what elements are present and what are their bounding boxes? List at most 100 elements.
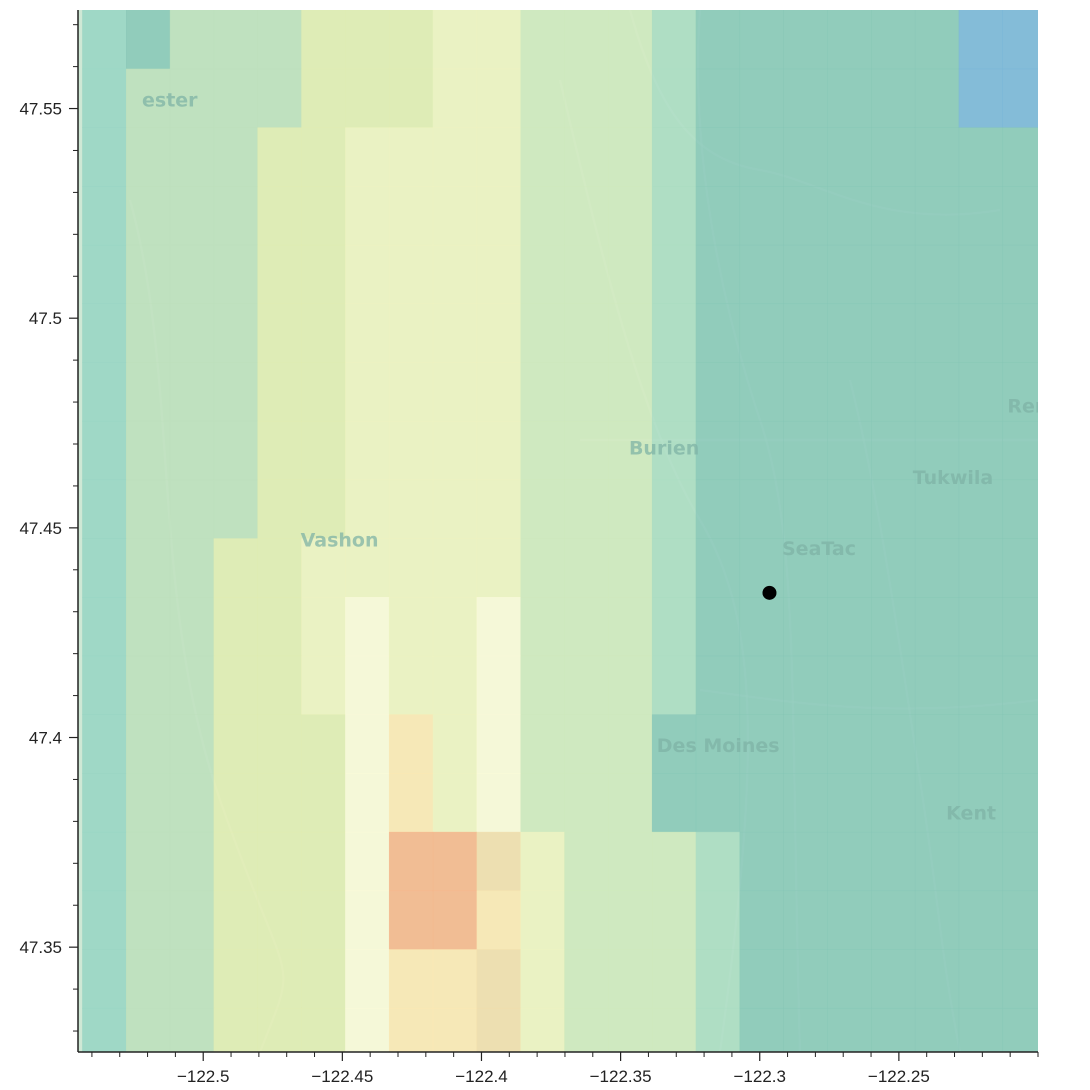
heatmap-cell (564, 597, 609, 657)
heatmap-cell (345, 420, 390, 481)
y-tick-label: 47.55 (19, 100, 62, 119)
place-label: SeaTac (782, 538, 856, 560)
heatmap-cell (257, 831, 302, 892)
heatmap-cell (345, 597, 390, 657)
heatmap-cell (651, 1007, 697, 1052)
heatmap-cell (520, 655, 565, 715)
heatmap-cell (914, 538, 960, 598)
heatmap-cell (695, 420, 741, 481)
heatmap-cell (1002, 890, 1038, 950)
heatmap-cell (257, 655, 302, 715)
heatmap-cell (520, 186, 565, 246)
heatmap-cell (1002, 479, 1038, 539)
heatmap-cell (213, 831, 258, 892)
heatmap-cell (520, 949, 565, 1009)
heatmap-cell (126, 68, 171, 128)
heatmap-cell (432, 655, 478, 715)
heatmap-cell (564, 186, 609, 246)
heatmap-cell (783, 890, 828, 950)
place-label: ester (142, 89, 198, 111)
heatmap-cell (169, 655, 215, 715)
heatmap-cell (257, 244, 302, 305)
place-label: Vashon (301, 530, 379, 552)
heatmap-cell (695, 1007, 741, 1052)
heatmap-cell (213, 10, 258, 70)
heatmap-cell (871, 773, 916, 833)
heatmap-cell (608, 303, 653, 363)
heatmap-cell (82, 1007, 127, 1052)
heatmap-cell (564, 949, 609, 1009)
heatmap-cell (651, 949, 697, 1009)
heatmap-cell (608, 714, 653, 774)
heatmap-cell (827, 186, 872, 246)
heatmap-cell (476, 538, 521, 598)
heatmap-cell (958, 479, 1004, 539)
heatmap-cell (695, 479, 741, 539)
heatmap-cell (476, 831, 521, 892)
y-tick-label: 47.45 (19, 519, 62, 538)
heatmap-cell (432, 714, 478, 774)
heatmap-cell (871, 420, 916, 481)
heatmap-cell (564, 890, 609, 950)
heatmap-cell (126, 831, 171, 892)
heatmap-cell (388, 1007, 434, 1052)
axes: −122.5 −122.45 −122.4 −122.35 −122.3 −122.25 … (19, 10, 1039, 1086)
heatmap-cell (958, 68, 1004, 128)
heatmap-cell (520, 244, 565, 305)
heatmap-cell (345, 186, 390, 246)
heatmap-cell (739, 186, 784, 246)
heatmap-cell (213, 714, 258, 774)
heatmap-cell (345, 949, 390, 1009)
heatmap-cell (1002, 420, 1038, 481)
heatmap-cell (958, 538, 1004, 598)
heatmap-cell (126, 244, 171, 305)
heatmap-cell (871, 949, 916, 1009)
heatmap-cell (257, 538, 302, 598)
heatmap-cell (739, 949, 784, 1009)
heatmap-cell (1002, 186, 1038, 246)
heatmap-cell (345, 303, 390, 363)
heatmap-cell (827, 362, 872, 422)
heatmap-cell (564, 420, 609, 481)
heatmap-cell (476, 773, 521, 833)
heatmap-cell (608, 1007, 653, 1052)
heatmap-cell (476, 10, 521, 70)
heatmap-cell (651, 831, 697, 892)
heatmap-cell (388, 303, 434, 363)
heatmap-cell (388, 186, 434, 246)
heatmap-cell (958, 597, 1004, 657)
heatmap-cell (914, 597, 960, 657)
heatmap-cell (257, 949, 302, 1009)
heatmap-cell (345, 1007, 390, 1052)
heatmap-cell (651, 303, 697, 363)
heatmap-cell (213, 362, 258, 422)
heatmap-cell (608, 244, 653, 305)
heatmap-cell (958, 186, 1004, 246)
x-tick-label: −122.45 (311, 1067, 373, 1086)
heatmap-cell (169, 10, 215, 70)
heatmap-cell (213, 949, 258, 1009)
heatmap-cell (82, 362, 127, 422)
heatmap-cell (695, 655, 741, 715)
heatmap-cell (388, 68, 434, 128)
heatmap-cell (958, 303, 1004, 363)
heatmap-cell (827, 127, 872, 187)
heatmap-cell (783, 949, 828, 1009)
heatmap-cell (827, 303, 872, 363)
heatmap-cell (257, 186, 302, 246)
heatmap-cell (432, 127, 478, 187)
heatmap-cell (695, 538, 741, 598)
heatmap-cell (783, 773, 828, 833)
heatmap-cell (608, 655, 653, 715)
heatmap-cell (1002, 597, 1038, 657)
heatmap-cell (476, 362, 521, 422)
heatmap-cell (476, 890, 521, 950)
heatmap-cell (520, 714, 565, 774)
heatmap-cell (783, 714, 828, 774)
heatmap-cell (914, 890, 960, 950)
heatmap (82, 10, 1038, 1052)
heatmap-cell (520, 68, 565, 128)
heatmap-cell (1002, 362, 1038, 422)
heatmap-cell (739, 773, 784, 833)
